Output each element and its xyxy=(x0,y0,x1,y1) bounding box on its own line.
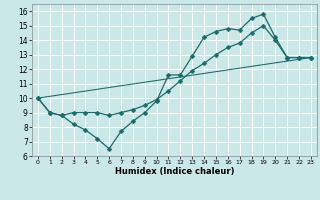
X-axis label: Humidex (Indice chaleur): Humidex (Indice chaleur) xyxy=(115,167,234,176)
